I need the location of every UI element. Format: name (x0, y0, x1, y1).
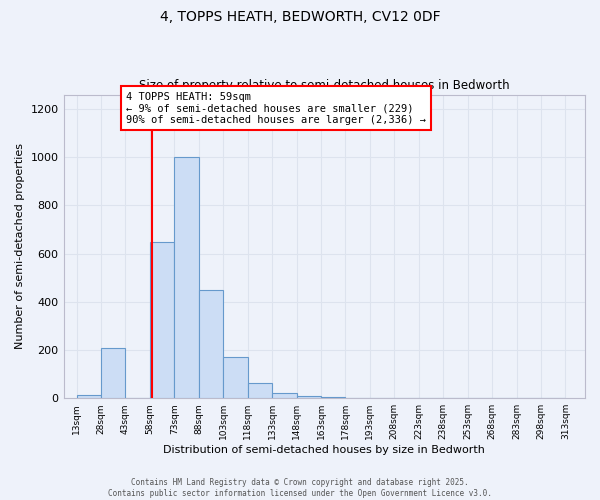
X-axis label: Distribution of semi-detached houses by size in Bedworth: Distribution of semi-detached houses by … (163, 445, 485, 455)
Text: 4, TOPPS HEATH, BEDWORTH, CV12 0DF: 4, TOPPS HEATH, BEDWORTH, CV12 0DF (160, 10, 440, 24)
Bar (101, 348, 125, 398)
Bar (296, 396, 321, 398)
Bar (175, 157, 199, 398)
Text: 4 TOPPS HEATH: 59sqm
← 9% of semi-detached houses are smaller (229)
90% of semi-: 4 TOPPS HEATH: 59sqm ← 9% of semi-detach… (126, 92, 426, 124)
Title: Size of property relative to semi-detached houses in Bedworth: Size of property relative to semi-detach… (139, 79, 509, 92)
Bar (272, 394, 296, 398)
Bar (223, 357, 248, 398)
Bar (199, 290, 223, 398)
Text: Contains HM Land Registry data © Crown copyright and database right 2025.
Contai: Contains HM Land Registry data © Crown c… (108, 478, 492, 498)
Bar (77, 394, 101, 398)
Bar (248, 382, 272, 398)
Bar (150, 242, 175, 398)
Bar (321, 397, 346, 398)
Y-axis label: Number of semi-detached properties: Number of semi-detached properties (15, 144, 25, 350)
